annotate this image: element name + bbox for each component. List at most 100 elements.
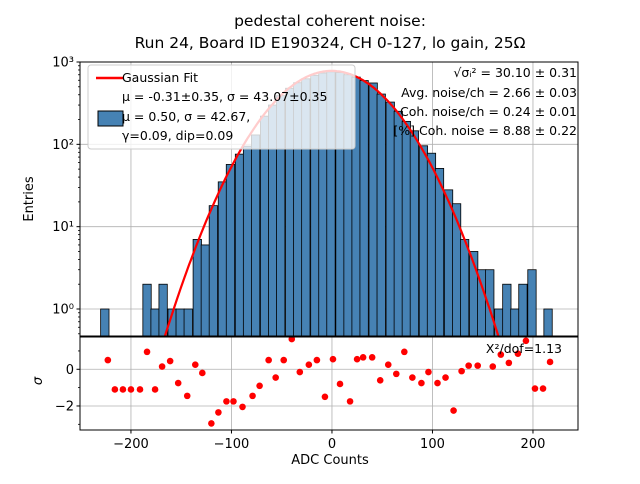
residual-point <box>280 356 288 364</box>
histogram-bar <box>217 181 228 337</box>
residual-point <box>522 337 530 345</box>
residual-point <box>183 392 191 400</box>
y-axis-label-entries: Entries <box>22 176 37 222</box>
residual-point <box>401 348 408 356</box>
histogram-bar <box>543 308 553 337</box>
residual-point <box>418 379 425 387</box>
residual-point <box>151 386 159 393</box>
legend-box <box>87 64 356 150</box>
residual-point <box>296 368 304 376</box>
residual-point <box>272 374 279 381</box>
residual-point <box>368 354 376 361</box>
stats-sqrt-sigma: √σᵢ² = 30.10 ± 0.31 <box>453 65 577 80</box>
residual-point <box>239 403 246 411</box>
main-panel-border <box>79 61 579 337</box>
chart-title-line1: pedestal coherent noise: <box>234 12 426 30</box>
histogram-bar <box>527 269 537 337</box>
axes-layer: −200 −100 0 100 200 10³ 10² 10¹ 10⁰ 0 −2 <box>52 56 579 452</box>
histogram-bar <box>183 308 193 337</box>
histogram-bar <box>434 168 445 337</box>
stats-coh-noise: Coh. noise/ch = 0.24 ± 0.01 <box>400 104 577 119</box>
residual-point <box>329 355 337 363</box>
histogram-bar <box>150 308 160 337</box>
residual-point <box>546 358 554 366</box>
stats-pct-coh-noise: [%] Coh. noise = 8.88 ± 0.22 <box>393 123 577 138</box>
y-tick-label-residual: 0 <box>66 363 74 378</box>
residual-point <box>256 382 263 390</box>
chart-title-line2: Run 24, Board ID E190324, CH 0-127, lo g… <box>135 34 526 52</box>
histogram-bar <box>418 145 429 337</box>
histogram-bar <box>518 283 528 337</box>
histogram-bar <box>200 244 210 337</box>
histogram-bar <box>368 82 378 337</box>
residual-point <box>265 356 272 364</box>
x-tick-label: 100 <box>420 437 445 452</box>
residual-point <box>111 386 119 393</box>
residual-point <box>392 370 400 378</box>
legend-hist-params2: γ=0.09, dip=0.09 <box>122 128 233 143</box>
histogram-bar <box>208 205 218 337</box>
histogram-bar <box>510 308 520 337</box>
histogram-bar <box>443 189 454 337</box>
histogram-bar <box>158 283 168 337</box>
legend-hist-params: μ = 0.50, σ = 42.67, <box>122 109 250 124</box>
histogram-bar <box>242 145 253 337</box>
residual-point <box>376 376 384 384</box>
residual-point <box>505 359 513 367</box>
histogram-bar <box>175 308 185 337</box>
residual-point <box>158 363 166 370</box>
histogram-bar <box>142 283 152 337</box>
residual-point <box>474 362 481 369</box>
residual-point <box>230 398 237 405</box>
histogram-bar <box>452 203 462 337</box>
histogram-bar <box>426 152 437 337</box>
residual-point <box>514 350 522 357</box>
residual-point <box>450 407 457 414</box>
residual-point <box>434 379 441 387</box>
legend-fit-label: Gaussian Fit <box>122 70 198 85</box>
histogram-bar <box>225 164 236 337</box>
histogram-bar <box>460 239 470 337</box>
residual-point <box>321 393 329 401</box>
residual-point <box>384 361 392 368</box>
residual-point <box>215 409 222 416</box>
residual-point <box>136 386 144 393</box>
y-tick-label-main: 10⁰ <box>52 303 74 318</box>
residual-point <box>336 380 344 388</box>
y-tick-label-main: 10³ <box>52 56 74 71</box>
residual-point <box>208 420 215 427</box>
legend-layer <box>87 64 356 150</box>
residual-point <box>119 386 127 393</box>
residual-point <box>539 385 547 392</box>
histogram-bar <box>376 93 386 337</box>
x-axis-label: ADC Counts <box>291 453 369 468</box>
histogram-bar <box>409 130 419 337</box>
residual-point <box>489 363 497 370</box>
residual-point <box>359 354 367 361</box>
y-tick-label-main: 10² <box>52 138 74 153</box>
histogram-bar <box>250 134 261 337</box>
y-tick-label-main: 10¹ <box>52 220 74 235</box>
residual-point <box>442 374 449 381</box>
residual-point <box>313 356 321 364</box>
histogram-bar <box>502 283 512 337</box>
residual-point <box>465 362 472 369</box>
stats-avg-noise: Avg. noise/ch = 2.66 ± 0.03 <box>401 85 577 100</box>
residual-point <box>249 392 256 400</box>
y-tick-label-residual: −2 <box>55 399 74 414</box>
residual-point <box>458 367 465 375</box>
residual-point <box>191 361 199 368</box>
x-tick-label: −200 <box>113 437 149 452</box>
residual-point <box>104 356 112 364</box>
residual-point <box>409 374 416 381</box>
residual-point <box>223 398 230 405</box>
residual-points-layer <box>104 335 554 427</box>
x-tick-label: −100 <box>214 437 250 452</box>
static-text-layer: pedestal coherent noise: Run 24, Board I… <box>22 12 577 468</box>
residual-point <box>305 361 313 368</box>
histogram-bar <box>359 80 369 337</box>
residual-point <box>143 348 151 356</box>
x-tick-label: 200 <box>521 437 546 452</box>
